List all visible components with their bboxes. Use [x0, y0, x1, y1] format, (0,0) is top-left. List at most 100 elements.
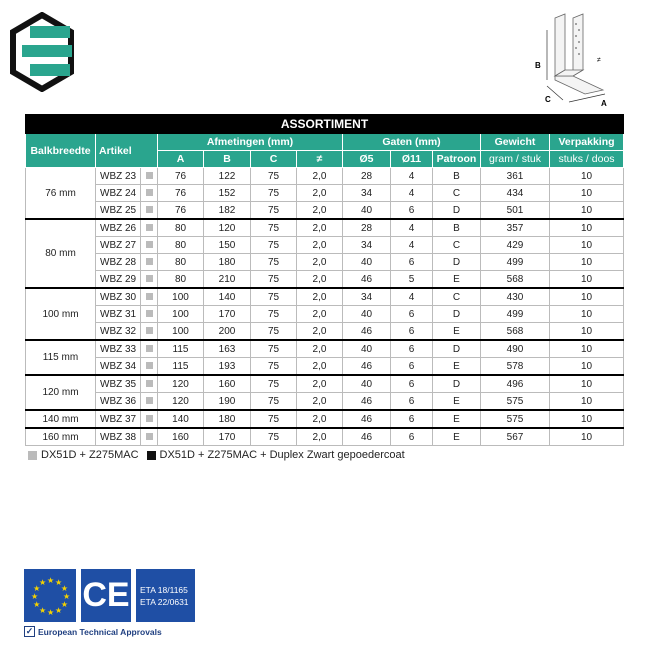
- finish-swatch: [145, 326, 153, 334]
- header-c: C: [250, 150, 297, 168]
- patroon-cell: B: [432, 167, 481, 185]
- b-cell: 200: [203, 322, 251, 341]
- c-cell: 75: [250, 339, 297, 358]
- d11-cell: 6: [390, 253, 433, 271]
- header-verpakking: Verpakking: [548, 133, 625, 151]
- finish-swatch: [145, 257, 153, 265]
- header-gewicht: Gewicht: [480, 133, 550, 151]
- artikel-cell: WBZ 24: [95, 184, 141, 202]
- c-cell: 75: [250, 357, 297, 376]
- eu-star: ★: [63, 592, 70, 601]
- table-row: 140 mm WBZ 37 140 180 75 2,0 46 6 E 575 10: [25, 409, 625, 429]
- thickness-cell: 2,0: [296, 339, 343, 358]
- b-cell: 193: [203, 357, 251, 376]
- balkbreedte-cell: 100 mm: [25, 287, 96, 341]
- d11-cell: 6: [390, 339, 433, 358]
- eu-star: ★: [55, 606, 62, 615]
- d5-cell: 46: [342, 270, 391, 289]
- header-patroon: Patroon: [432, 150, 481, 168]
- a-cell: 120: [157, 374, 204, 393]
- c-cell: 75: [250, 253, 297, 271]
- verpakking-cell: 10: [548, 184, 625, 202]
- a-cell: 80: [157, 236, 204, 254]
- c-cell: 75: [250, 167, 297, 185]
- legend-swatch-grey: [28, 450, 37, 460]
- b-cell: 120: [203, 218, 251, 237]
- table-row: 160 mm WBZ 38 160 170 75 2,0 46 6 E 567 10: [25, 427, 625, 446]
- gewicht-cell: 575: [480, 409, 550, 429]
- b-cell: 122: [203, 167, 251, 185]
- header-a: A: [157, 150, 204, 168]
- header-b: B: [203, 150, 251, 168]
- table-row: WBZ 27 80 150 75 2,0 34 4 C 429 10: [26, 236, 625, 254]
- a-cell: 76: [157, 167, 204, 185]
- c-cell: 75: [250, 427, 297, 446]
- a-cell: 140: [157, 409, 204, 429]
- table-row: WBZ 29 80 210 75 2,0 46 5 E 568 10: [26, 270, 625, 289]
- b-cell: 152: [203, 184, 251, 202]
- balkbreedte-cell: 80 mm: [25, 218, 96, 289]
- eta-caption: European Technical Approvals: [38, 626, 162, 637]
- finish-swatch: [145, 414, 153, 422]
- gewicht-cell: 568: [480, 322, 550, 341]
- d11-cell: 4: [390, 287, 433, 306]
- b-cell: 180: [203, 253, 251, 271]
- d5-cell: 40: [342, 253, 391, 271]
- thickness-cell: 2,0: [296, 374, 343, 393]
- artikel-cell: WBZ 28: [95, 253, 141, 271]
- finish-swatch: [145, 344, 153, 352]
- verpakking-cell: 10: [548, 270, 625, 289]
- legend-item-galvanized: DX51D + Z275MAC: [41, 449, 139, 461]
- patroon-cell: D: [432, 253, 481, 271]
- finish-swatch: [145, 309, 153, 317]
- verpakking-cell: 10: [548, 201, 625, 220]
- legend-item-duplex: DX51D + Z275MAC + Duplex Zwart gepoederc…: [159, 449, 405, 461]
- finish-swatch: [145, 171, 153, 179]
- finish-swatch: [145, 292, 153, 300]
- header-artikel: Artikel: [95, 133, 158, 168]
- artikel-cell: WBZ 26: [95, 218, 141, 237]
- verpakking-cell: 10: [548, 322, 625, 341]
- d5-cell: 40: [342, 201, 391, 220]
- gewicht-cell: 490: [480, 339, 550, 358]
- d11-cell: 6: [390, 357, 433, 376]
- c-cell: 75: [250, 270, 297, 289]
- artikel-cell: WBZ 37: [95, 409, 141, 429]
- balkbreedte-cell: 160 mm: [25, 427, 96, 446]
- d5-cell: 40: [342, 339, 391, 358]
- header-afmetingen: Afmetingen (mm): [157, 133, 343, 151]
- eta-badge: ETA 18/1165 ETA 22/0631: [136, 569, 195, 622]
- finish-swatch: [145, 379, 153, 387]
- finish-swatch: [145, 240, 153, 248]
- d5-cell: 46: [342, 322, 391, 341]
- d5-cell: 40: [342, 374, 391, 393]
- eu-star: ★: [39, 578, 46, 587]
- c-cell: 75: [250, 409, 297, 429]
- artikel-cell: WBZ 36: [95, 392, 141, 411]
- finish-swatch: [145, 205, 153, 213]
- verpakking-cell: 10: [548, 287, 625, 306]
- patroon-cell: E: [432, 270, 481, 289]
- artikel-cell: WBZ 32: [95, 322, 141, 341]
- eu-star: ★: [55, 578, 62, 587]
- c-cell: 75: [250, 322, 297, 341]
- patroon-cell: E: [432, 357, 481, 376]
- d11-cell: 6: [390, 305, 433, 323]
- b-cell: 150: [203, 236, 251, 254]
- c-cell: 75: [250, 287, 297, 306]
- a-cell: 160: [157, 427, 204, 446]
- eta-number-1: ETA 18/1165: [140, 584, 188, 595]
- b-cell: 210: [203, 270, 251, 289]
- d11-cell: 5: [390, 270, 433, 289]
- eu-star: ★: [33, 600, 40, 609]
- a-cell: 80: [157, 253, 204, 271]
- thickness-cell: 2,0: [296, 201, 343, 220]
- b-cell: 190: [203, 392, 251, 411]
- b-cell: 182: [203, 201, 251, 220]
- verpakking-cell: 10: [548, 409, 625, 429]
- gewicht-cell: 434: [480, 184, 550, 202]
- verpakking-cell: 10: [548, 357, 625, 376]
- gewicht-cell: 568: [480, 270, 550, 289]
- artikel-cell: WBZ 34: [95, 357, 141, 376]
- checkbox-icon: ✓: [24, 626, 35, 637]
